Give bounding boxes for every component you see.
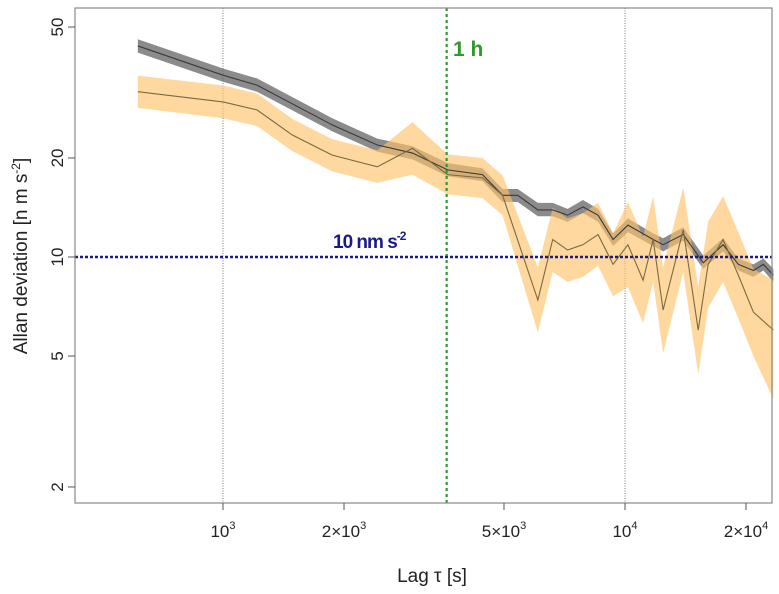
- gray-confidence-band: [137, 39, 774, 282]
- plot-frame: [74, 7, 773, 504]
- x-tick-label: 2×104: [724, 520, 768, 541]
- x-tick-label: 104: [612, 520, 637, 541]
- orange-series-line: [137, 91, 774, 331]
- y-tick-label: 20: [48, 149, 67, 168]
- one-hour-annotation: 1 h: [453, 38, 483, 61]
- x-tick-label: 5×103: [482, 520, 526, 541]
- y-axis-label: Allan deviation [n m s-2]: [9, 158, 32, 355]
- x-axis-label: Lag τ [s]: [397, 566, 467, 587]
- y-tick-label: 50: [48, 18, 67, 37]
- y-tick-label: 10: [48, 248, 67, 267]
- x-tick-label: 103: [210, 520, 235, 541]
- y-tick-label: 5: [48, 351, 67, 360]
- ten-nms2-annotation: 10 nm s-2: [333, 229, 407, 253]
- gray-series-line: [137, 45, 774, 276]
- x-tick-label: 2×103: [322, 520, 366, 541]
- y-tick-label: 2: [48, 482, 67, 491]
- orange-confidence-band: [137, 75, 774, 400]
